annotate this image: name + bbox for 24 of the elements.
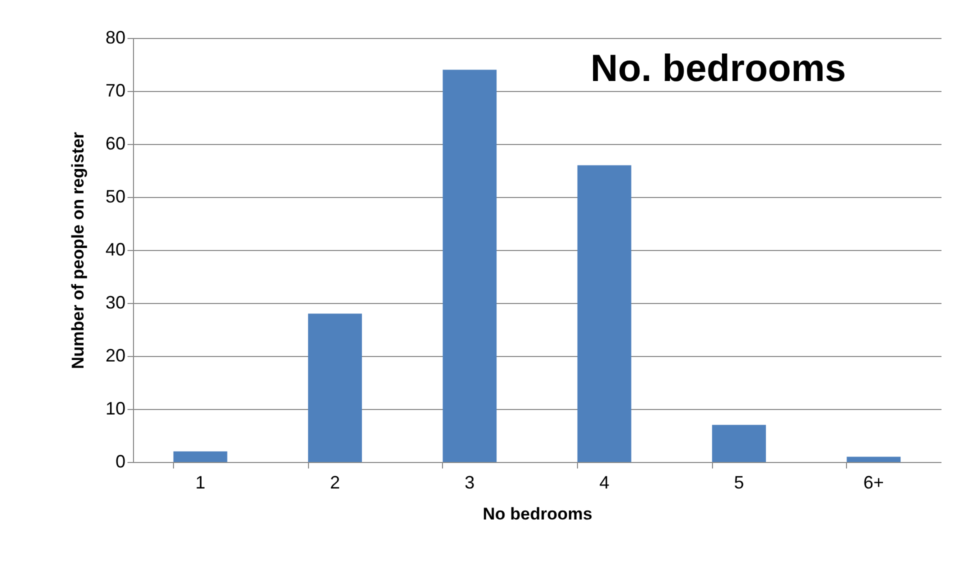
y-tick-label: 20 bbox=[105, 346, 126, 366]
bar bbox=[308, 314, 362, 462]
bar bbox=[173, 451, 228, 462]
y-tick-label: 30 bbox=[105, 292, 126, 312]
x-tick-label: 4 bbox=[599, 472, 610, 492]
y-axis-title: Number of people on register bbox=[68, 132, 88, 370]
y-tick-label: 60 bbox=[105, 134, 126, 154]
bar bbox=[442, 70, 497, 462]
y-tick-label: 70 bbox=[105, 80, 126, 100]
y-tick-label: 40 bbox=[105, 240, 126, 260]
y-tick-label: 50 bbox=[105, 186, 126, 206]
x-tick-label: 5 bbox=[734, 472, 744, 492]
bar bbox=[712, 424, 766, 462]
bar bbox=[846, 456, 901, 462]
x-axis-title: No bedrooms bbox=[482, 504, 592, 524]
y-tick-label: 80 bbox=[105, 28, 126, 48]
x-tick-label: 1 bbox=[195, 472, 206, 492]
x-tick-label: 3 bbox=[464, 472, 475, 492]
x-tick-label: 6+ bbox=[863, 472, 884, 492]
x-tick-label: 2 bbox=[330, 472, 340, 492]
bar bbox=[577, 165, 632, 462]
y-tick-label: 10 bbox=[105, 398, 126, 418]
y-tick-label: 0 bbox=[115, 452, 126, 472]
chart-title: No. bedrooms bbox=[590, 48, 846, 90]
